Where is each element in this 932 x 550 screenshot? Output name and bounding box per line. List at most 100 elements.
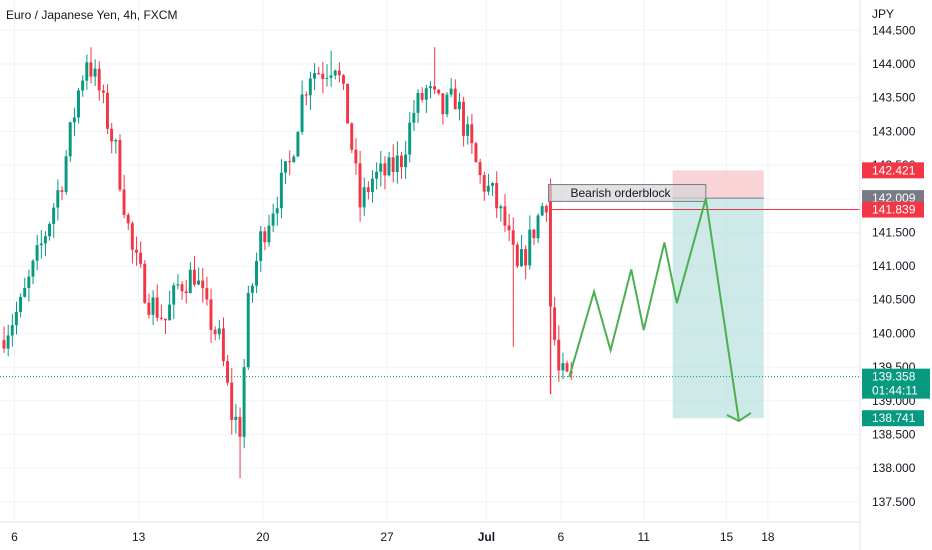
candle-body bbox=[346, 83, 350, 124]
candle-body bbox=[110, 128, 114, 142]
candle-body bbox=[130, 223, 134, 250]
candle-body bbox=[399, 155, 403, 168]
candle-body bbox=[491, 183, 494, 186]
candle-body bbox=[486, 185, 490, 192]
candle-body bbox=[217, 328, 221, 335]
candle-body bbox=[532, 229, 536, 239]
candle-body bbox=[499, 206, 503, 209]
candle-body bbox=[524, 249, 528, 266]
candle-body bbox=[267, 225, 271, 243]
candle-body bbox=[536, 215, 540, 239]
price-badge bbox=[862, 410, 924, 427]
candle-body bbox=[474, 143, 478, 163]
candle-body bbox=[457, 101, 461, 110]
candle-body bbox=[205, 288, 209, 300]
candle-body bbox=[209, 299, 213, 330]
countdown-label: 01:44:11 bbox=[872, 384, 918, 398]
candle-body bbox=[561, 363, 565, 371]
candle-body bbox=[304, 94, 308, 96]
candle-body bbox=[259, 231, 263, 261]
candle-body bbox=[308, 78, 312, 96]
candle-body bbox=[155, 297, 159, 318]
candle-body bbox=[412, 112, 416, 123]
candle-body bbox=[482, 175, 486, 192]
candle-body bbox=[6, 335, 10, 349]
orderblock-box bbox=[547, 184, 707, 202]
candle-body bbox=[81, 80, 85, 91]
candle-body bbox=[168, 304, 172, 321]
candle-body bbox=[255, 260, 258, 286]
candle-body bbox=[2, 340, 6, 349]
candle-body bbox=[333, 70, 337, 76]
candle-body bbox=[565, 363, 569, 372]
candle-body bbox=[106, 92, 109, 129]
price-badges: 142.421142.009141.839138.741139.35801:44… bbox=[862, 162, 930, 427]
projection-path bbox=[568, 198, 740, 422]
candle-body bbox=[279, 172, 283, 209]
candle-body bbox=[470, 124, 474, 144]
candle-body bbox=[221, 328, 225, 362]
current-price-badge bbox=[862, 368, 930, 399]
orderblock-label: Bearish orderblock bbox=[570, 186, 671, 200]
time-tick-label: 6 bbox=[558, 530, 565, 544]
candle-body bbox=[234, 416, 238, 420]
time-axis[interactable]: 6 13 20 27 Jul 6 11 15 18 bbox=[0, 521, 860, 544]
candle-body bbox=[540, 206, 544, 216]
candle-body bbox=[250, 285, 254, 293]
candle-body bbox=[151, 297, 155, 315]
price-badge bbox=[862, 201, 924, 218]
candle-body bbox=[313, 73, 316, 79]
time-tick-label: 11 bbox=[637, 530, 650, 544]
candle-body bbox=[114, 140, 118, 142]
candle-body bbox=[48, 223, 51, 237]
current-price-label: 139.358 bbox=[872, 370, 916, 384]
candle-body bbox=[213, 329, 217, 335]
candle-body bbox=[68, 122, 72, 157]
candle-body bbox=[192, 269, 196, 285]
candle-body bbox=[528, 229, 532, 266]
candle-body bbox=[89, 62, 93, 77]
price-tick-label: 138.000 bbox=[872, 461, 916, 475]
price-tick-label: 138.500 bbox=[872, 427, 916, 441]
candle-body bbox=[118, 140, 122, 190]
candle-body bbox=[271, 213, 275, 226]
candle-body bbox=[56, 190, 60, 208]
candle-body bbox=[52, 207, 56, 224]
grid bbox=[0, 0, 860, 522]
candle-body bbox=[375, 171, 379, 179]
candle-body bbox=[201, 280, 205, 289]
candle-body bbox=[358, 163, 362, 208]
candle-body bbox=[14, 311, 18, 326]
overlays: Bearish orderblock bbox=[0, 184, 860, 423]
price-tick-label: 141.000 bbox=[872, 259, 916, 273]
candle-body bbox=[180, 284, 184, 292]
candle-body bbox=[27, 276, 31, 289]
candle-body bbox=[453, 88, 457, 110]
candle-body bbox=[23, 288, 27, 297]
candle-body bbox=[466, 124, 470, 136]
candle-body bbox=[288, 161, 292, 163]
candle-body bbox=[404, 154, 408, 168]
time-tick-label: 27 bbox=[380, 530, 394, 544]
candle-body bbox=[428, 86, 432, 89]
time-tick-label: 6 bbox=[11, 530, 18, 544]
candle-body bbox=[317, 73, 321, 75]
candle-body bbox=[93, 68, 97, 77]
candle-body bbox=[35, 245, 39, 261]
candle-body bbox=[391, 157, 395, 173]
time-tick-label: Jul bbox=[478, 530, 495, 544]
candle-body bbox=[64, 156, 68, 192]
candle-body bbox=[139, 252, 143, 264]
price-tick-label: 144.000 bbox=[872, 57, 916, 71]
time-tick-label: 18 bbox=[761, 530, 775, 544]
candle-body bbox=[143, 263, 147, 303]
candle-body bbox=[379, 163, 383, 172]
candle-body bbox=[126, 214, 130, 224]
candle-body bbox=[416, 93, 420, 113]
candle-body bbox=[520, 249, 523, 267]
position-zones bbox=[672, 170, 764, 419]
currency-label: JPY bbox=[872, 7, 894, 21]
candle-body bbox=[515, 244, 519, 267]
candle-body bbox=[292, 156, 296, 162]
